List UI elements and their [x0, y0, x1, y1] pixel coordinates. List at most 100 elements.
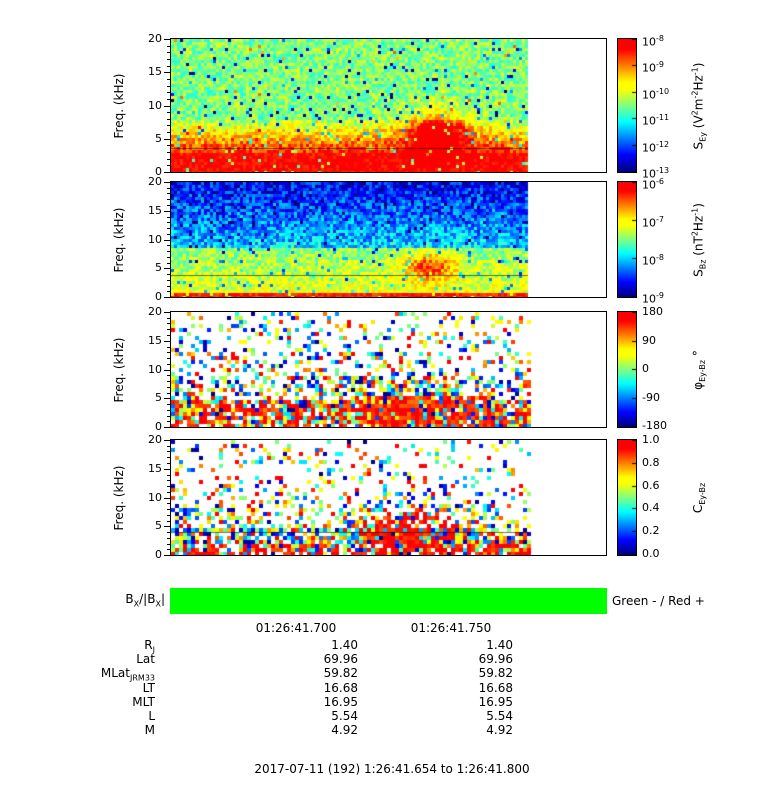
minor-tick-mark	[167, 245, 170, 246]
colorbar-tick-label: 10-10	[642, 87, 670, 102]
y-tick-label: 0	[155, 165, 162, 178]
ephemeris-value: 4.92	[486, 723, 513, 737]
tick-mark	[164, 398, 170, 399]
y-tick-label: 5	[155, 519, 162, 532]
colorbar-tick-label: 10-11	[642, 113, 670, 128]
minor-tick-mark	[167, 451, 170, 452]
bx-sign-legend: Green - / Red +	[612, 594, 705, 608]
minor-tick-mark	[167, 86, 170, 87]
tick-mark	[164, 312, 170, 313]
minor-tick-mark	[167, 358, 170, 359]
y-tick-label: 20	[148, 433, 162, 446]
minor-tick-mark	[167, 59, 170, 60]
colorbar-canvas	[618, 312, 636, 427]
spectrogram-canvas	[171, 39, 606, 172]
minor-tick-mark	[167, 549, 170, 550]
y-tick-label: 10	[148, 99, 162, 112]
colorbar-tick-label: 0	[642, 362, 649, 375]
colorbar-tick-label: 10-8	[642, 34, 664, 49]
freq-axis-label: Freq. (kHz)	[112, 337, 126, 402]
colorbar-tick-label: 10-9	[642, 60, 664, 75]
minor-tick-mark	[167, 446, 170, 447]
panel-phase: Freq. (kHz) φEy-Bz ° 180 90 0 -90 -180 0 5 10 15…	[0, 305, 758, 433]
minor-tick-mark	[167, 112, 170, 113]
tick-mark	[164, 39, 170, 40]
tick-mark	[164, 240, 170, 241]
minor-tick-mark	[167, 193, 170, 194]
tick-mark	[164, 268, 170, 269]
ephemeris-value: 69.96	[323, 652, 358, 666]
minor-tick-mark	[167, 387, 170, 388]
minor-tick-mark	[167, 503, 170, 504]
bx-sign-bar	[170, 588, 607, 614]
minor-tick-mark	[167, 404, 170, 405]
ephemeris-value: 1.40	[331, 638, 358, 652]
spectrogram-canvas	[171, 312, 606, 427]
minor-tick-mark	[167, 132, 170, 133]
minor-tick-mark	[167, 318, 170, 319]
ephemeris-label: L	[148, 709, 155, 723]
minor-tick-mark	[167, 521, 170, 522]
colorbar-tick-label: 0.6	[642, 479, 660, 492]
minor-tick-mark	[167, 217, 170, 218]
tick-mark	[164, 555, 170, 556]
ephemeris-value: 59.82	[323, 666, 358, 680]
y-tick-label: 5	[155, 391, 162, 404]
ephemeris-value: 16.68	[323, 681, 358, 695]
colorbar-tick-label: 10-12	[642, 140, 670, 155]
minor-tick-mark	[167, 188, 170, 189]
y-tick-label: 10	[148, 363, 162, 376]
minor-tick-mark	[167, 457, 170, 458]
tick-mark	[164, 139, 170, 140]
minor-tick-mark	[167, 375, 170, 376]
minor-tick-mark	[167, 347, 170, 348]
minor-tick-mark	[167, 486, 170, 487]
tick-mark	[164, 526, 170, 527]
ephemeris-value: 16.95	[323, 695, 358, 709]
tick-mark	[164, 106, 170, 107]
minor-tick-mark	[167, 228, 170, 229]
plot-area	[170, 181, 607, 298]
tick-mark	[164, 498, 170, 499]
ephemeris-label: MLT	[132, 695, 155, 709]
plot-area	[170, 311, 607, 428]
minor-tick-mark	[167, 463, 170, 464]
colorbar	[617, 439, 637, 556]
colorbar-label: φEy-Bz °	[690, 349, 708, 390]
minor-tick-mark	[167, 515, 170, 516]
minor-tick-mark	[167, 329, 170, 330]
panel-coherence: Freq. (kHz) CEy-Bz 1.0 0.8 0.6 0.4 0.2 0.0 0 5 1…	[0, 433, 758, 561]
colorbar-tick-label: -90	[642, 391, 660, 404]
colorbar-label: SEy (V2m-2Hz-1)	[690, 62, 708, 149]
y-tick-label: 15	[148, 334, 162, 347]
spectrogram-canvas	[171, 182, 606, 297]
minor-tick-mark	[167, 381, 170, 382]
spectrogram-canvas	[171, 440, 606, 555]
y-tick-label: 0	[155, 290, 162, 303]
colorbar-label: SBz (nT2Hz-1)	[690, 202, 708, 277]
tick-mark	[164, 469, 170, 470]
minor-tick-mark	[167, 159, 170, 160]
colorbar-label: CEy-Bz	[690, 482, 708, 513]
y-tick-label: 20	[148, 305, 162, 318]
y-tick-label: 20	[148, 32, 162, 45]
colorbar-tick-label: 180	[642, 305, 663, 318]
minor-tick-mark	[167, 205, 170, 206]
minor-tick-mark	[167, 286, 170, 287]
plot-area	[170, 38, 607, 173]
y-tick-label: 10	[148, 233, 162, 246]
colorbar	[617, 38, 637, 173]
y-tick-label: 0	[155, 420, 162, 433]
minor-tick-mark	[167, 165, 170, 166]
minor-tick-mark	[167, 251, 170, 252]
minor-tick-mark	[167, 92, 170, 93]
minor-tick-mark	[167, 335, 170, 336]
minor-tick-mark	[167, 46, 170, 47]
tick-mark	[164, 427, 170, 428]
colorbar-tick-label: 0.8	[642, 456, 660, 469]
colorbar	[617, 311, 637, 428]
minor-tick-mark	[167, 119, 170, 120]
bx-sign-label: BX/|BX|	[125, 592, 165, 609]
ephemeris-label: LT	[142, 681, 155, 695]
